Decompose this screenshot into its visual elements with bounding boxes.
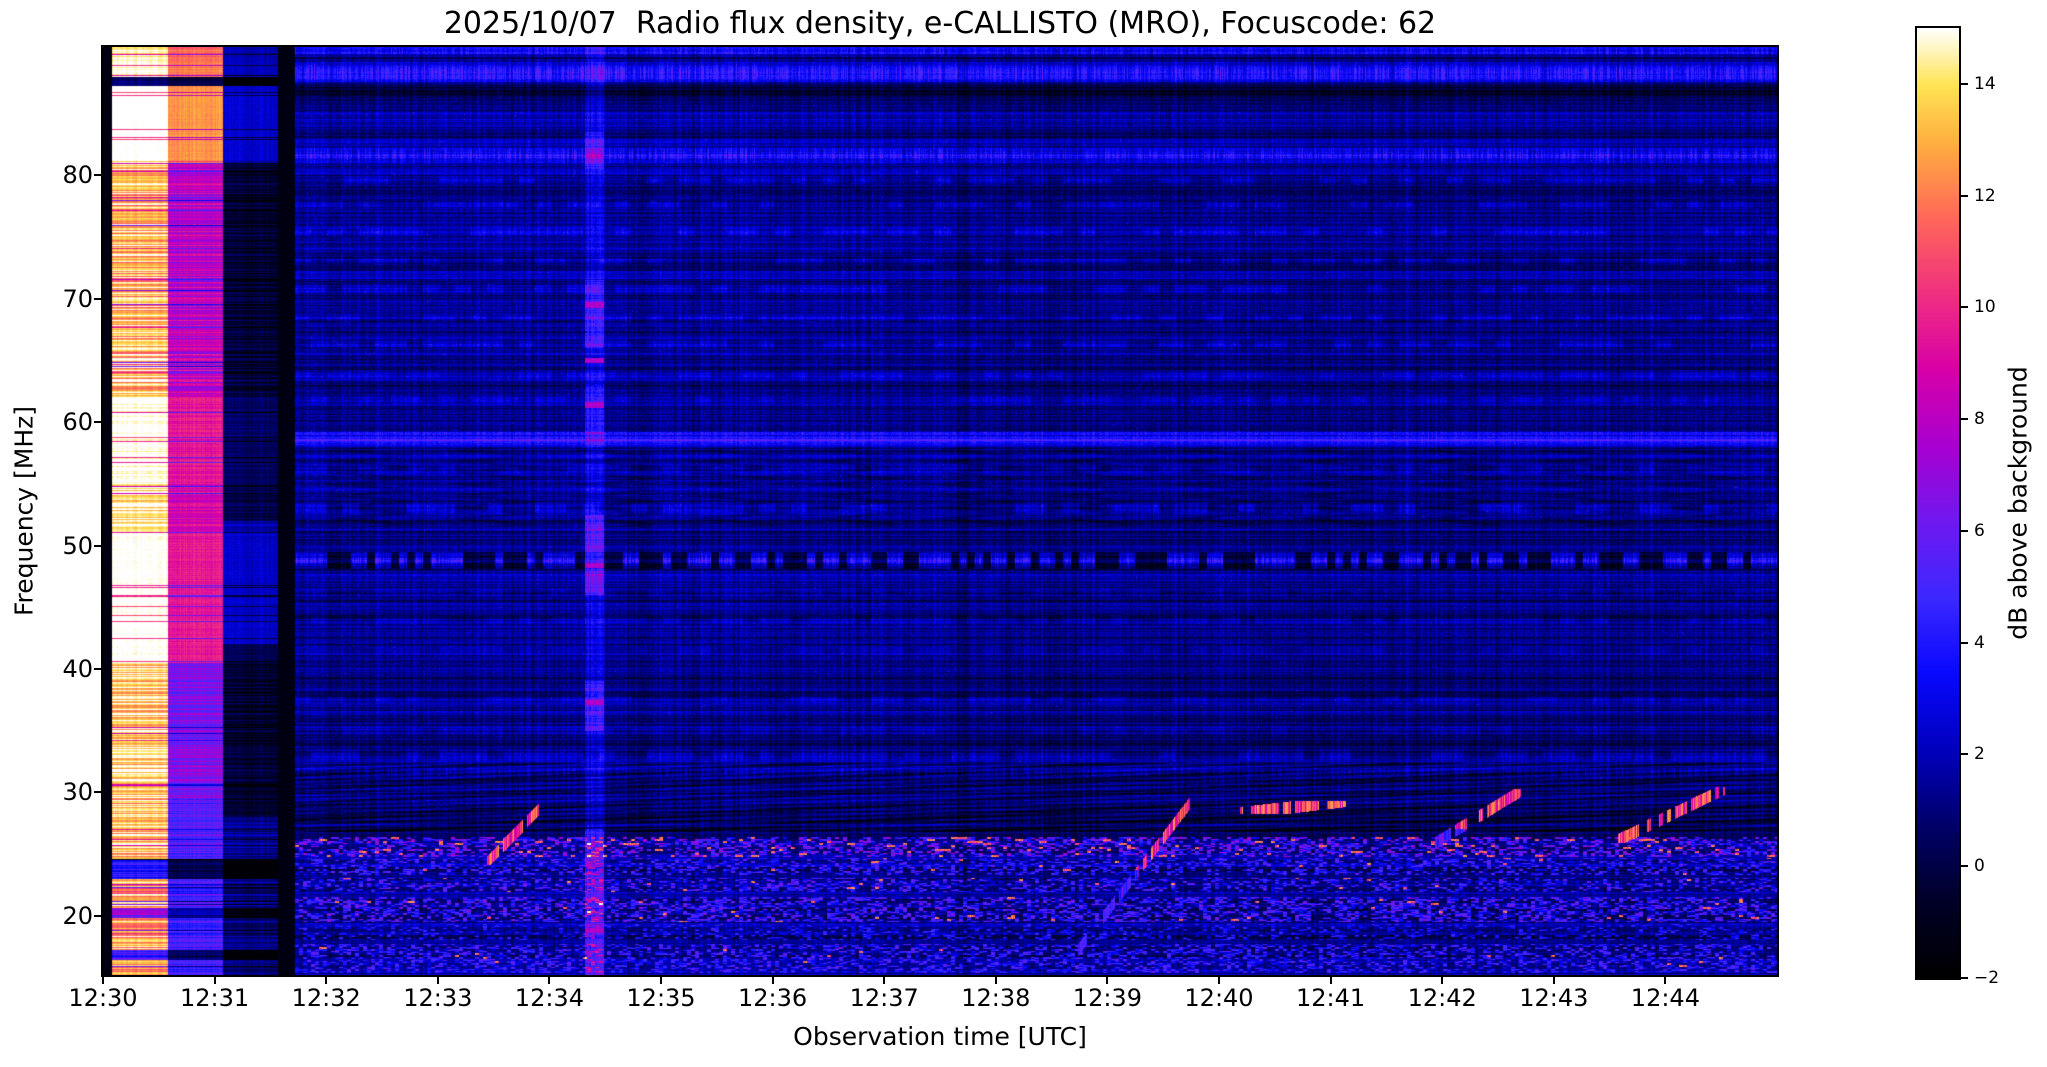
x-tick-label: 12:44: [1630, 984, 1700, 1012]
x-tick-label: 12:35: [626, 984, 696, 1012]
colorbar-tick-label: 2: [1974, 744, 1985, 765]
x-tick-label: 12:34: [514, 984, 584, 1012]
x-tick-mark: [771, 977, 774, 984]
chart-title: 2025/10/07 Radio flux density, e-CALLIST…: [443, 6, 1437, 41]
x-tick-mark: [213, 977, 216, 984]
colorbar-tick-label: 10: [1974, 297, 1996, 318]
y-tick-mark: [94, 174, 101, 177]
x-tick-label: 12:37: [849, 984, 919, 1012]
x-tick-mark: [1552, 977, 1555, 984]
x-tick-label: 12:40: [1184, 984, 1254, 1012]
x-tick-mark: [548, 977, 551, 984]
colorbar-tick-mark: [1961, 865, 1968, 868]
x-tick-mark: [994, 977, 997, 984]
x-tick-label: 12:33: [403, 984, 473, 1012]
colorbar-label: dB above background: [2003, 366, 2033, 640]
colorbar-tick-label: −2: [1974, 968, 2000, 988]
x-tick-mark: [1329, 977, 1332, 984]
x-tick-mark: [436, 977, 439, 984]
x-tick-mark: [660, 977, 662, 984]
y-tick-label: 20: [62, 901, 93, 930]
x-tick-mark: [325, 977, 328, 984]
colorbar-tick-mark: [1961, 641, 1968, 644]
x-tick-mark: [1218, 977, 1220, 984]
colorbar-tick-mark: [1961, 306, 1968, 309]
y-tick-label: 60: [62, 408, 93, 437]
y-tick-mark: [94, 421, 101, 424]
x-tick-label: 12:41: [1296, 984, 1366, 1012]
x-tick-mark: [1664, 977, 1667, 984]
y-tick-mark: [94, 791, 101, 794]
y-tick-label: 40: [62, 654, 93, 683]
colorbar-tick-mark: [1961, 977, 1968, 979]
y-tick-mark: [94, 297, 101, 300]
y-tick-mark: [94, 914, 101, 917]
colorbar-tick-mark: [1961, 418, 1968, 421]
y-tick-label: 50: [62, 531, 93, 560]
y-tick-mark: [94, 667, 101, 670]
x-tick-label: 12:32: [291, 984, 361, 1012]
x-tick-mark: [1106, 977, 1109, 984]
x-tick-label: 12:39: [1072, 984, 1142, 1012]
y-tick-label: 30: [62, 778, 93, 807]
x-tick-label: 12:30: [68, 984, 138, 1012]
colorbar-tick-mark: [1961, 82, 1968, 85]
y-tick-mark: [94, 544, 101, 547]
colorbar-tick-label: 6: [1974, 520, 1985, 541]
colorbar-tick-label: 0: [1974, 856, 1985, 877]
x-tick-label: 12:38: [961, 984, 1031, 1012]
x-tick-label: 12:43: [1519, 984, 1589, 1012]
colorbar-tick-mark: [1961, 529, 1968, 532]
colorbar-canvas: [1915, 26, 1961, 980]
colorbar-tick-label: 14: [1974, 73, 1996, 94]
x-tick-mark: [102, 977, 104, 984]
colorbar-tick-label: 12: [1974, 185, 1996, 206]
x-tick-label: 12:42: [1407, 984, 1477, 1012]
x-tick-label: 12:36: [738, 984, 808, 1012]
x-tick-mark: [883, 977, 886, 984]
colorbar-tick-label: 8: [1974, 409, 1985, 430]
x-tick-mark: [1441, 977, 1444, 984]
y-axis-label: Frequency [MHz]: [9, 405, 39, 617]
spectrogram-canvas: [101, 45, 1779, 977]
x-tick-label: 12:31: [180, 984, 250, 1012]
y-tick-label: 70: [62, 284, 93, 313]
y-tick-label: 80: [62, 161, 93, 190]
x-axis-label: Observation time [UTC]: [793, 1022, 1087, 1051]
colorbar-tick-mark: [1961, 753, 1968, 756]
colorbar-tick-mark: [1961, 194, 1968, 197]
colorbar-tick-label: 4: [1974, 632, 1985, 653]
